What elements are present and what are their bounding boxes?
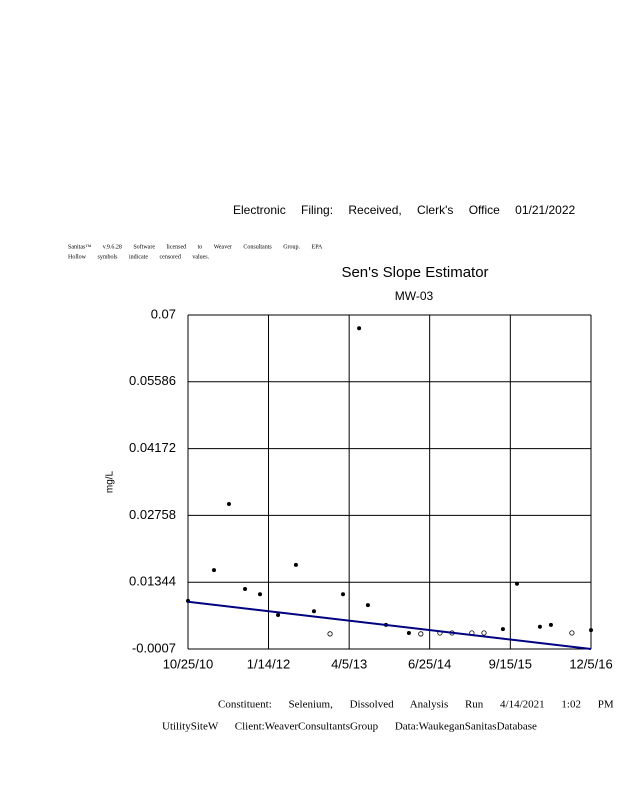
software-note: Sanitas™ v.9.6.28 Software licensed to W… xyxy=(68,243,323,250)
data-point xyxy=(311,609,316,614)
x-tick-label: 9/15/15 xyxy=(489,656,532,671)
data-point xyxy=(548,622,553,627)
chart-subtitle: MW-03 xyxy=(395,289,434,303)
chart-title: Sen's Slope Estimator xyxy=(341,264,488,281)
data-point xyxy=(589,628,593,633)
x-tick-label: 12/5/16 xyxy=(569,656,612,671)
y-tick-label: 0.07 xyxy=(151,306,176,321)
y-tick-label: 0.05586 xyxy=(129,373,176,388)
data-point xyxy=(341,592,346,597)
data-point xyxy=(537,624,542,629)
data-point xyxy=(481,630,487,636)
data-point xyxy=(327,631,333,637)
data-point xyxy=(515,581,520,586)
data-point xyxy=(211,568,216,573)
data-point xyxy=(276,612,281,617)
footer-line: UtilitySiteW Client:WeaverConsultantsGro… xyxy=(162,721,537,733)
x-tick-label: 1/14/12 xyxy=(247,656,290,671)
data-point xyxy=(500,627,505,632)
x-tick-label: 4/5/13 xyxy=(331,656,367,671)
y-tick-label: 0.02758 xyxy=(129,507,176,522)
y-tick-label: -0.0007 xyxy=(132,640,176,655)
trend-line xyxy=(187,600,592,650)
data-point xyxy=(569,630,575,636)
data-point xyxy=(406,630,411,635)
y-tick-label: 0.04172 xyxy=(129,440,176,455)
censor-note: Hollow symbols indicate censored values. xyxy=(68,254,210,260)
data-point xyxy=(243,587,248,592)
footer-line: Constituent: Selenium, Dissolved Analysi… xyxy=(218,699,614,711)
y-axis-label: mg/L xyxy=(105,470,116,493)
data-point xyxy=(293,562,298,567)
x-tick-label: 10/25/10 xyxy=(163,656,214,671)
y-tick-label: 0.01344 xyxy=(129,574,176,589)
data-point xyxy=(226,501,231,506)
data-point xyxy=(418,631,424,637)
data-point xyxy=(365,603,370,608)
data-point xyxy=(357,326,362,331)
filing-header: Electronic Filing: Received, Clerk's Off… xyxy=(233,203,576,217)
data-point xyxy=(258,592,263,597)
x-tick-label: 6/25/14 xyxy=(408,656,451,671)
